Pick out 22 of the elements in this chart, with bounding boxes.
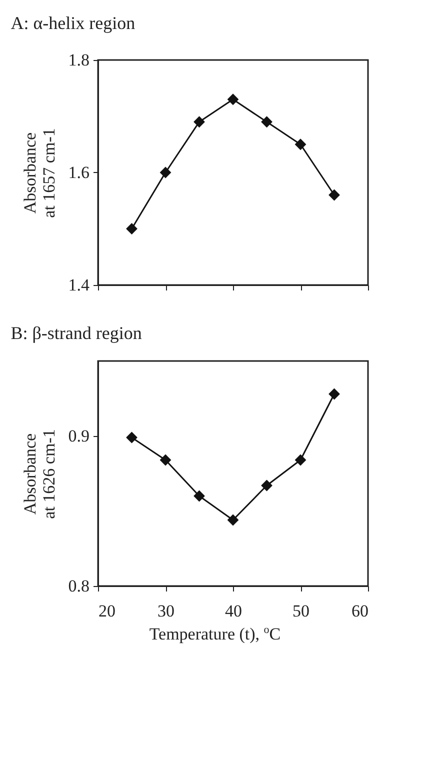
point [194,116,205,128]
x-tick-label: 50 [292,602,310,620]
chart-title: A: α-helix region [10,13,136,33]
x-tick-label: 30 [158,602,174,620]
y-tick-label: 1.6 [68,163,90,182]
y-tick-label: 0.9 [68,426,90,446]
chart-title: B: β-strand region [10,323,142,343]
x-tick-label: 60 [352,602,368,620]
point [328,189,340,201]
point [126,223,138,234]
x-tick-label: 20 [98,602,116,620]
y-axis-title: Absorbance at 1657 cm-1 [20,128,58,218]
x-axis-title: Temperature (t), $^{o}$C [148,624,282,645]
point [294,138,306,150]
y-tick-label: 1.8 [68,50,90,70]
x-tick-label: 40 [225,602,242,620]
y-tick-label: 0.8 [68,576,90,596]
y-axis-title: Absorbance at 1626 cm-1 [20,429,58,519]
y-tick-label: 1.4 [68,276,90,294]
point [227,94,239,106]
point [261,116,272,128]
point [160,166,172,178]
